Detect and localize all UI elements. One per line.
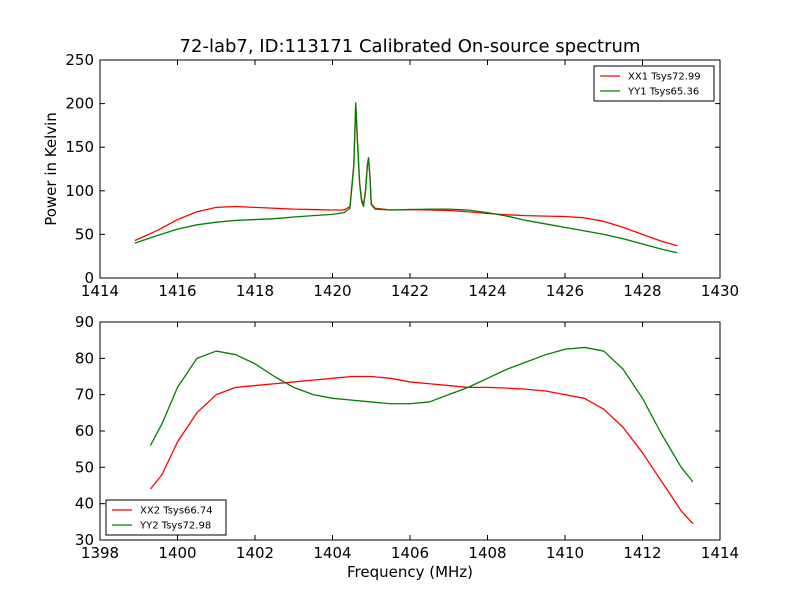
x-tick-label: 1428 bbox=[623, 282, 661, 300]
y-tick-label: 80 bbox=[75, 349, 94, 367]
legend-label: YY2 Tsys72.98 bbox=[139, 521, 211, 532]
y-tick-label: 0 bbox=[84, 269, 94, 287]
x-tick-label: 1410 bbox=[546, 544, 584, 562]
x-tick-label: 1416 bbox=[158, 282, 196, 300]
legend-label: XX1 Tsys72.99 bbox=[628, 72, 701, 83]
y-tick-label: 50 bbox=[75, 458, 94, 476]
y-tick-label: 40 bbox=[75, 495, 94, 513]
x-tick-label: 1426 bbox=[546, 282, 584, 300]
legend: XX2 Tsys66.74 YY2 Tsys72.98 bbox=[105, 499, 227, 536]
legend-label: YY1 Tsys65.36 bbox=[627, 87, 699, 98]
x-tick-label: 1418 bbox=[236, 282, 274, 300]
series-line-top-yy1 bbox=[134, 102, 678, 254]
legend-label: XX2 Tsys66.74 bbox=[140, 506, 213, 517]
x-tick-label: 1408 bbox=[468, 544, 506, 562]
x-axis-label: Frequency (MHz) bbox=[347, 563, 473, 581]
x-tick-label: 1430 bbox=[701, 282, 739, 300]
legend: XX1 Tsys72.99 YY1 Tsys65.36 bbox=[593, 65, 715, 102]
x-tick-label: 1406 bbox=[391, 544, 429, 562]
y-tick-label: 30 bbox=[75, 531, 94, 549]
y-tick-label: 200 bbox=[65, 95, 94, 113]
x-tick-label: 1414 bbox=[701, 544, 739, 562]
x-tick-label: 1402 bbox=[236, 544, 274, 562]
x-tick-label: 1422 bbox=[391, 282, 429, 300]
y-tick-label: 100 bbox=[65, 182, 94, 200]
y-axis-label: Power in Kelvin bbox=[42, 112, 60, 226]
y-tick-label: 50 bbox=[75, 225, 94, 243]
series-line-bottom-xx2 bbox=[149, 375, 694, 525]
y-tick-label: 70 bbox=[75, 386, 94, 404]
top-spectrum-panel: 1414 1416 1418 1420 1422 1424 1426 1428 1430 0 50 1… bbox=[42, 36, 739, 300]
legend-box bbox=[593, 65, 715, 102]
x-tick-label: 1412 bbox=[623, 544, 661, 562]
chart-title: 72-lab7, ID:113171 Calibrated On-source … bbox=[180, 36, 641, 57]
y-tick-label: 60 bbox=[75, 422, 94, 440]
bottom-spectrum-panel: 1398 1400 1402 1404 1406 1408 1410 1412 1414 30 40… bbox=[75, 313, 739, 581]
x-tick-label: 1398 bbox=[81, 544, 119, 562]
x-tick-label: 1424 bbox=[468, 282, 506, 300]
x-tick-label: 1420 bbox=[313, 282, 351, 300]
y-tick-label: 150 bbox=[65, 138, 94, 156]
y-tick-label: 250 bbox=[65, 51, 94, 69]
x-tick-label: 1414 bbox=[81, 282, 119, 300]
y-tick-label: 90 bbox=[75, 313, 94, 331]
series-line-bottom-yy2 bbox=[149, 346, 694, 483]
x-tick-label: 1404 bbox=[313, 544, 351, 562]
x-tick-label: 1400 bbox=[158, 544, 196, 562]
legend-box bbox=[105, 499, 227, 536]
